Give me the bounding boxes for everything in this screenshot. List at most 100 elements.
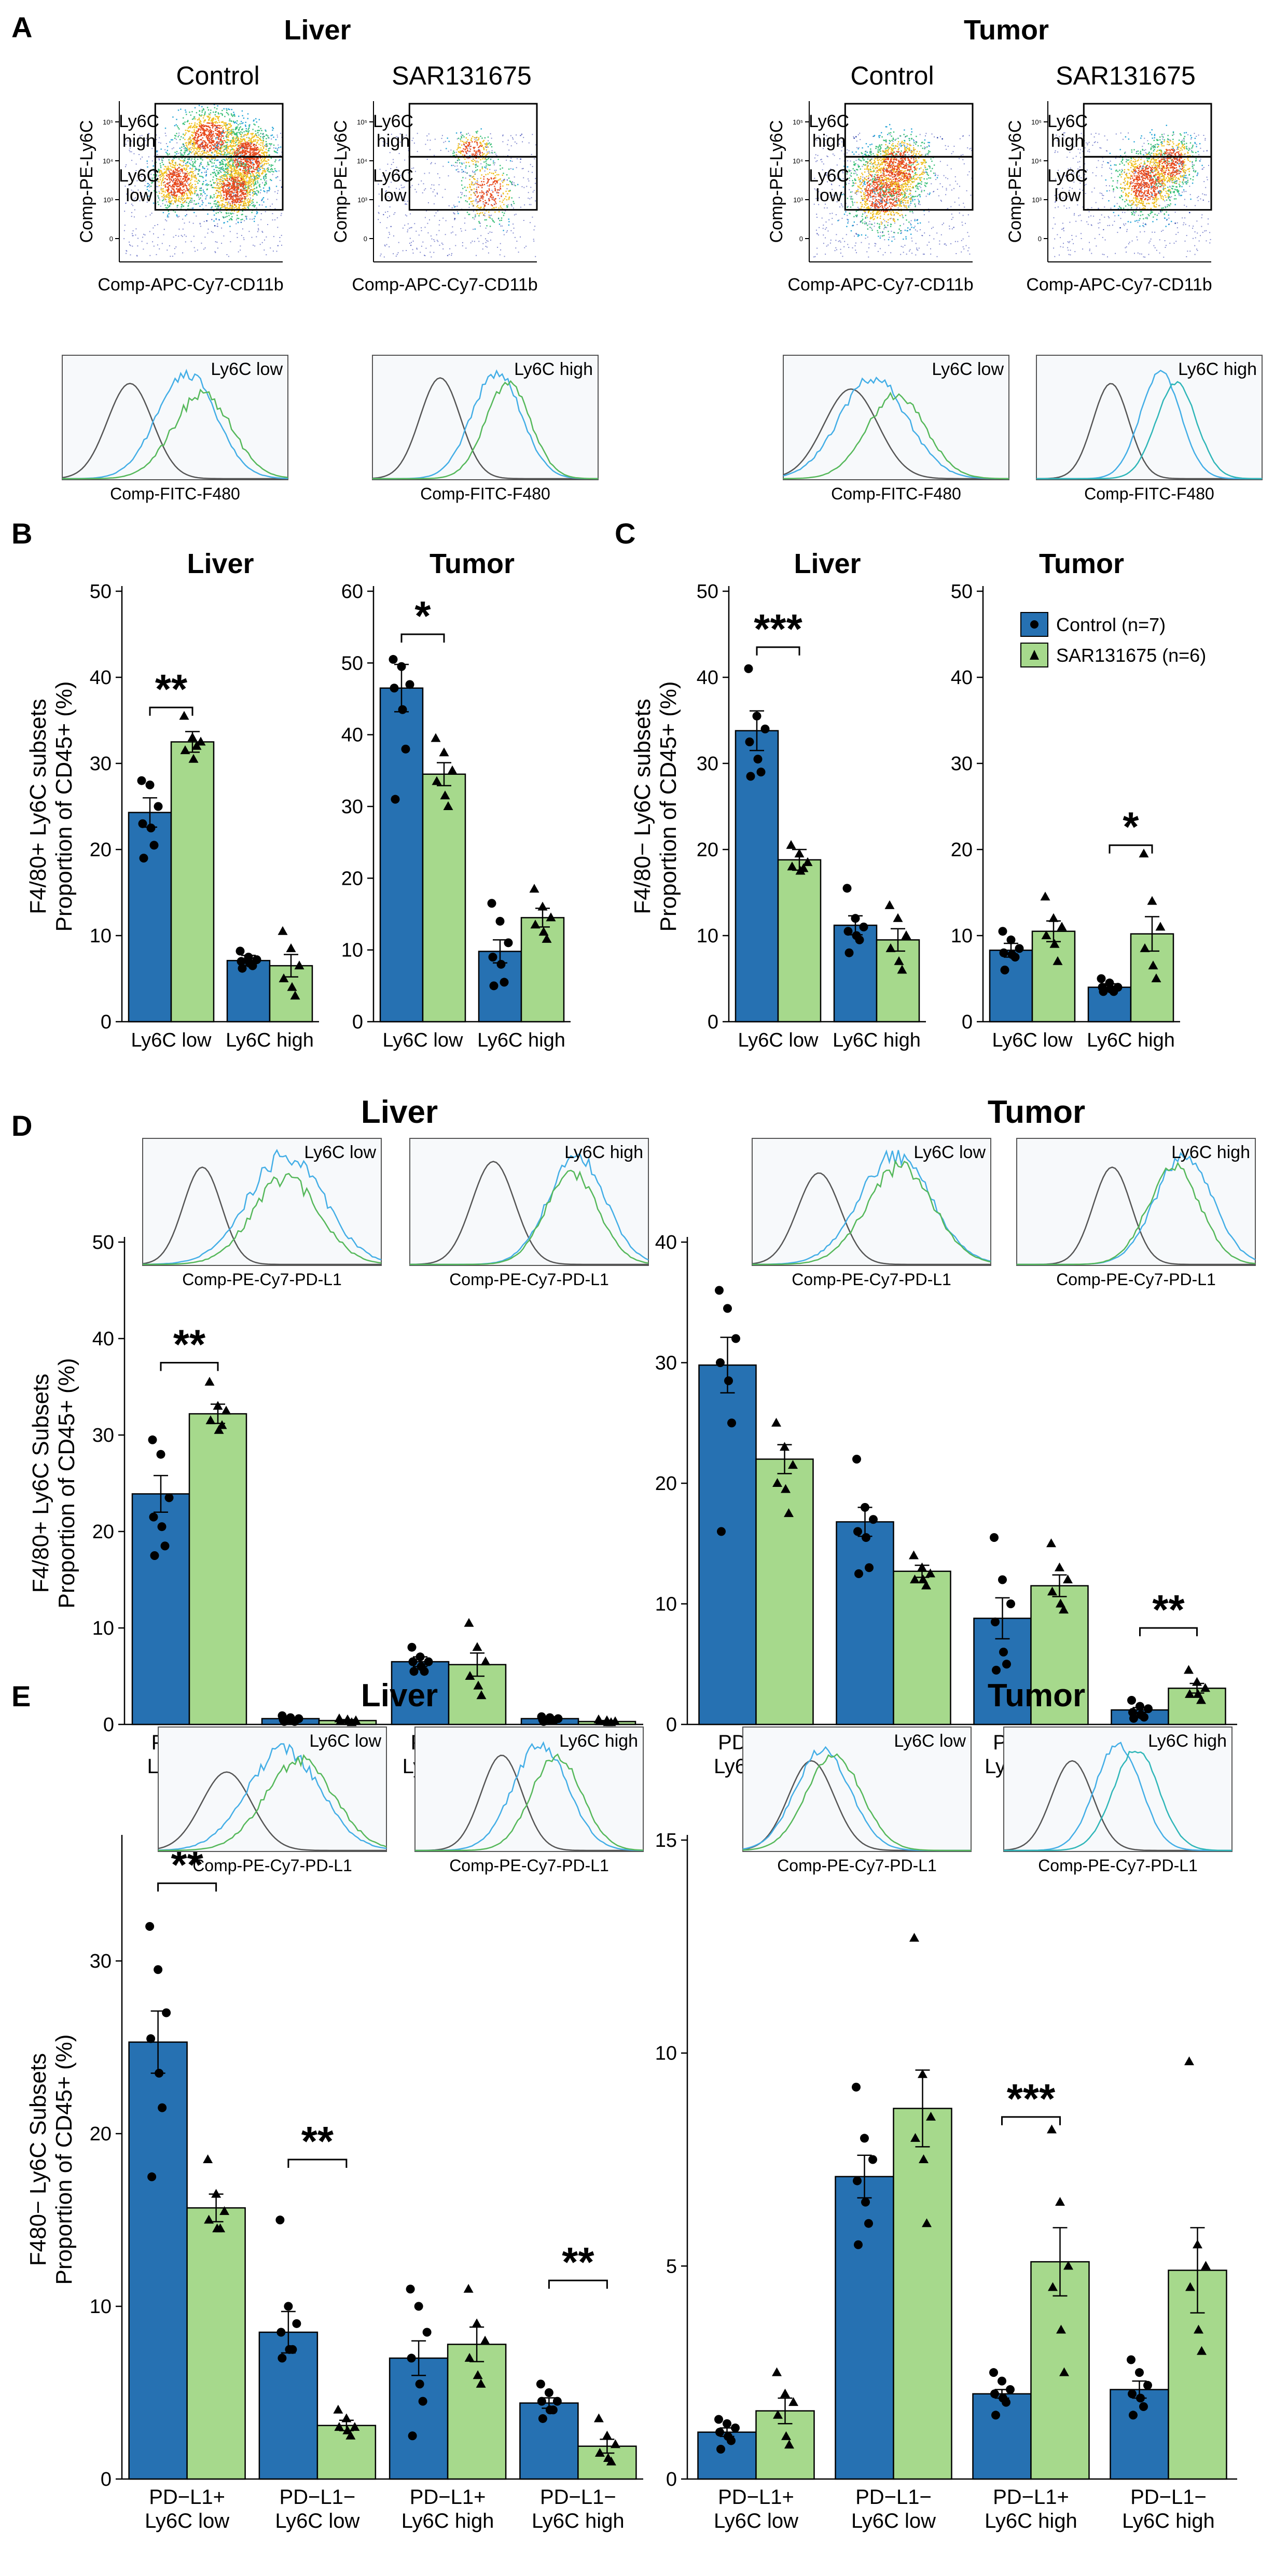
- event-dot: [202, 153, 203, 155]
- event-dot: [256, 178, 257, 180]
- event-dot: [248, 142, 250, 144]
- event-dot: [170, 192, 171, 193]
- event-dot: [200, 115, 202, 117]
- event-dot: [256, 135, 257, 136]
- event-dot: [172, 184, 174, 186]
- event-dot: [405, 203, 407, 205]
- event-dot: [263, 190, 265, 192]
- event-dot: [445, 220, 447, 221]
- event-dot: [214, 157, 216, 159]
- event-dot: [213, 122, 214, 123]
- event-dot: [461, 150, 463, 152]
- event-dot: [258, 119, 260, 120]
- event-dot: [262, 140, 264, 141]
- event-dot: [188, 190, 189, 192]
- event-dot: [236, 173, 237, 174]
- event-dot: [484, 143, 486, 145]
- event-dot: [230, 177, 231, 178]
- event-dot: [263, 176, 265, 177]
- event-dot: [170, 256, 171, 257]
- event-dot: [192, 164, 194, 166]
- event-dot: [177, 136, 179, 137]
- event-dot: [198, 169, 200, 170]
- event-dot: [231, 132, 233, 134]
- event-dot: [209, 133, 210, 135]
- event-dot: [389, 246, 390, 247]
- event-dot: [227, 131, 228, 132]
- event-dot: [225, 207, 226, 208]
- event-dot: [260, 178, 262, 180]
- event-dot: [235, 200, 237, 201]
- event-dot: [500, 168, 501, 170]
- event-dot: [482, 191, 484, 193]
- event-dot: [237, 149, 238, 151]
- event-dot: [186, 197, 188, 199]
- event-dot: [489, 215, 491, 217]
- event-dot: [219, 211, 221, 212]
- event-dot: [221, 203, 223, 204]
- event-dot: [268, 167, 269, 169]
- event-dot: [158, 198, 160, 199]
- event-dot: [227, 151, 229, 154]
- event-dot: [218, 124, 220, 127]
- event-dot: [237, 201, 238, 202]
- event-dot: [238, 145, 240, 147]
- event-dot: [486, 219, 487, 221]
- event-dot: [234, 177, 236, 179]
- event-dot: [237, 217, 238, 219]
- event-dot: [270, 179, 271, 180]
- event-dot: [160, 189, 162, 190]
- event-dot: [227, 135, 229, 137]
- event-dot: [463, 144, 465, 145]
- event-dot: [481, 192, 483, 193]
- event-dot: [520, 206, 521, 208]
- event-dot: [136, 180, 138, 182]
- event-dot: [203, 221, 205, 222]
- event-dot: [512, 169, 514, 170]
- event-dot: [253, 149, 255, 151]
- event-dot: [247, 176, 248, 178]
- event-dot: [182, 183, 184, 185]
- event-dot: [257, 140, 259, 142]
- event-dot: [266, 146, 267, 147]
- event-dot: [210, 145, 211, 146]
- event-dot: [148, 156, 149, 158]
- event-dot: [230, 190, 232, 192]
- event-dot: [250, 144, 252, 145]
- event-dot: [177, 190, 178, 192]
- event-dot: [160, 205, 161, 207]
- event-dot: [164, 165, 166, 168]
- event-dot: [191, 138, 193, 140]
- event-dot: [221, 168, 223, 170]
- event-dot: [226, 136, 227, 137]
- event-dot: [182, 172, 184, 174]
- event-dot: [189, 142, 191, 144]
- event-dot: [237, 132, 238, 133]
- event-dot: [535, 144, 537, 146]
- event-dot: [258, 144, 260, 145]
- event-dot: [213, 131, 214, 133]
- event-dot: [162, 164, 164, 165]
- event-dot: [239, 180, 240, 182]
- event-dot: [197, 139, 198, 141]
- event-dot: [201, 193, 202, 195]
- event-dot: [234, 154, 236, 156]
- event-dot: [151, 213, 153, 214]
- event-dot: [485, 161, 487, 162]
- event-dot: [187, 158, 189, 160]
- event-dot: [262, 133, 264, 135]
- panel-letter-a: A: [11, 11, 32, 44]
- event-dot: [435, 212, 437, 214]
- event-dot: [177, 216, 179, 218]
- event-dot: [216, 206, 218, 207]
- event-dot: [190, 160, 192, 161]
- event-dot: [188, 198, 189, 199]
- event-dot: [253, 166, 255, 168]
- event-dot: [188, 174, 190, 176]
- event-dot: [194, 166, 196, 168]
- event-dot: [192, 222, 194, 224]
- event-dot: [252, 205, 253, 206]
- event-dot: [207, 147, 209, 148]
- event-dot: [167, 214, 169, 216]
- event-dot: [476, 132, 478, 134]
